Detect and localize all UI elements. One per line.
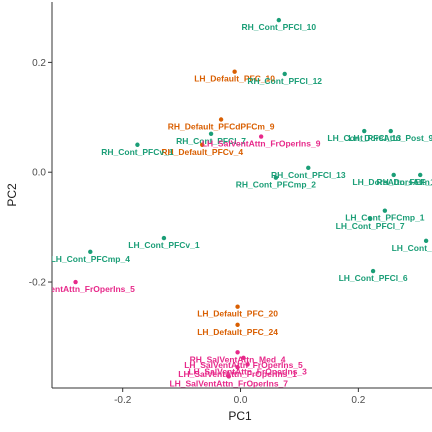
data-point xyxy=(235,364,240,370)
y-axis-title: PC2 xyxy=(5,183,19,207)
data-point xyxy=(370,268,376,274)
point-label: LH_SalVentAttn_FrOperIns_1 xyxy=(178,369,297,379)
data-point xyxy=(306,165,311,171)
data-point xyxy=(200,142,205,147)
data-point xyxy=(88,249,93,255)
point-label: LH_DorsAttn_Post_9 xyxy=(348,133,432,143)
point-label: LH_DorsAttn_FEF_1 xyxy=(352,177,432,187)
point-label: RH_Cont_PFCmp_2 xyxy=(236,180,317,190)
point-label: LH_Cont_PFCv_1 xyxy=(128,240,200,250)
point-label: RH_Cont_PFCl_13 xyxy=(271,170,346,180)
data-point xyxy=(135,142,140,147)
point-label: RH_Cont_PFCl_7 xyxy=(176,136,246,146)
y-tick-label: 0.0 xyxy=(32,168,46,179)
data-point xyxy=(391,172,396,178)
point-label: LH_SalVentAttn_FrOperIns_7 xyxy=(169,378,288,388)
data-point xyxy=(245,362,250,367)
y-tick-label: 0.2 xyxy=(32,58,46,69)
data-point xyxy=(161,235,167,241)
x-tick-label: 0.0 xyxy=(234,395,248,406)
point-label: RH_SalVentAttn_Med_4 xyxy=(190,354,286,364)
data-point xyxy=(418,172,423,178)
data-point xyxy=(258,134,264,139)
point-label: RH_Default_PFCdPFCm_9 xyxy=(168,122,275,132)
point-label: LH_SalVentAttn_FrOperIns_9 xyxy=(202,139,321,149)
x-tick-label: -0.2 xyxy=(114,395,132,406)
point-label: LH_Cont_PFCmp_4 xyxy=(51,254,131,264)
x-axis-title: PC1 xyxy=(228,409,252,423)
point-label: RH_Cont_PFCv_1 xyxy=(101,147,174,157)
point-label: LH_Default_PFC_24 xyxy=(197,327,278,337)
point-label: LH_Cont_PFCmp_1 xyxy=(345,213,425,223)
point-label: LH_SalVentAttn_FrOperIns_5 xyxy=(184,360,303,370)
data-point xyxy=(218,117,224,122)
data-point xyxy=(235,350,240,355)
point-label: RH_Cont_PFCl_12 xyxy=(247,76,322,86)
point-label: LH_Default_PFC_10 xyxy=(194,74,275,84)
data-point xyxy=(367,216,373,222)
data-point xyxy=(276,17,282,23)
x-tick-label: 0.2 xyxy=(351,395,365,406)
data-point xyxy=(241,355,246,361)
data-point xyxy=(235,304,240,309)
point-label: RH_Default_PFCv_4 xyxy=(161,147,243,157)
data-point xyxy=(226,374,231,379)
point-label: LH_SalVentAttn_FrOperIns_3 xyxy=(188,366,307,376)
point-label: LH_Cont_PFCl_6 xyxy=(339,273,408,283)
point-label: LH_Cont_PFCl_7 xyxy=(336,221,405,231)
data-point xyxy=(235,322,240,328)
y-ticks: -0.2 0.0 0.2 xyxy=(29,58,52,289)
y-tick-label: -0.2 xyxy=(29,278,47,289)
data-point xyxy=(73,279,78,285)
data-point xyxy=(382,208,388,213)
data-point xyxy=(232,69,237,74)
plot-area: -0.2 0.0 0.2 -0.2 0.0 0.2 RH_Cont_PFCl_10 LH_… xyxy=(16,2,432,406)
point-label: RH_DorsAttn_PrCv_1 xyxy=(377,177,432,187)
data-points: RH_Cont_PFCl_10LH_Default_PFC_10RH_Cont_… xyxy=(16,17,432,388)
point-label: LH_Cont_PFCl_9 xyxy=(392,243,432,253)
point-label: RH_Cont_PFCl_10 xyxy=(242,22,317,32)
data-point xyxy=(423,238,429,244)
data-point xyxy=(273,175,279,180)
point-label: LH_Cont_PFCl_13 xyxy=(327,133,401,143)
point-label: LH_Default_PFC_20 xyxy=(197,309,278,319)
data-point xyxy=(388,128,393,134)
data-point xyxy=(282,71,287,77)
data-point xyxy=(208,131,214,136)
data-point xyxy=(362,128,367,134)
x-ticks: -0.2 0.0 0.2 xyxy=(114,388,366,406)
point-label: LH_SalVentAttn_FrOperIns_5 xyxy=(16,284,135,294)
